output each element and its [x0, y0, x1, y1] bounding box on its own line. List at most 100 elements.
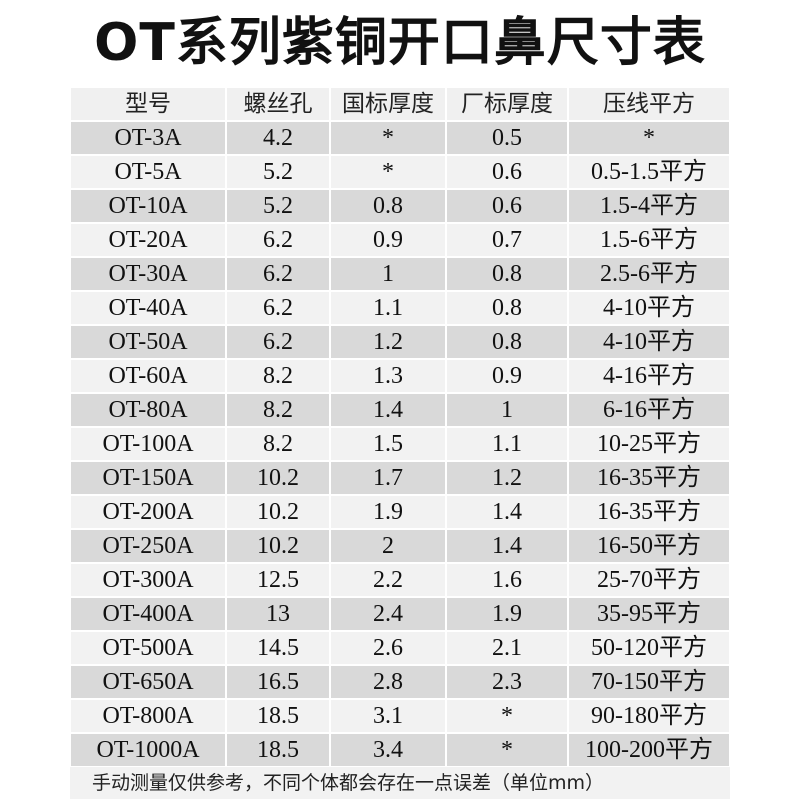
cell-factory-thickness: 0.5 [446, 121, 568, 155]
cell-wire-size: 4-10平方 [568, 291, 730, 325]
cell-wire-size: 6-16平方 [568, 393, 730, 427]
cell-wire-size: 50-120平方 [568, 631, 730, 665]
cell-model: OT-40A [70, 291, 226, 325]
cell-model: OT-20A [70, 223, 226, 257]
cell-wire-size: 1.5-6平方 [568, 223, 730, 257]
cell-model: OT-5A [70, 155, 226, 189]
cell-factory-thickness: 0.8 [446, 291, 568, 325]
cell-model: OT-250A [70, 529, 226, 563]
cell-national-thickness: 0.8 [330, 189, 446, 223]
cell-wire-size: 10-25平方 [568, 427, 730, 461]
cell-wire-size: 4-16平方 [568, 359, 730, 393]
cell-national-thickness: 2.8 [330, 665, 446, 699]
cell-wire-size: 35-95平方 [568, 597, 730, 631]
cell-wire-size: * [568, 121, 730, 155]
cell-model: OT-500A [70, 631, 226, 665]
cell-screw-hole: 14.5 [226, 631, 330, 665]
cell-screw-hole: 12.5 [226, 563, 330, 597]
cell-screw-hole: 5.2 [226, 189, 330, 223]
cell-screw-hole: 10.2 [226, 495, 330, 529]
cell-model: OT-60A [70, 359, 226, 393]
cell-factory-thickness: 1.9 [446, 597, 568, 631]
cell-national-thickness: 2.2 [330, 563, 446, 597]
cell-wire-size: 4-10平方 [568, 325, 730, 359]
cell-national-thickness: 2.4 [330, 597, 446, 631]
cell-factory-thickness: 2.1 [446, 631, 568, 665]
cell-national-thickness: 1.4 [330, 393, 446, 427]
cell-factory-thickness: 1.2 [446, 461, 568, 495]
page-title: OT系列紫铜开口鼻尺寸表 [94, 13, 706, 73]
cell-factory-thickness: 0.6 [446, 155, 568, 189]
cell-screw-hole: 18.5 [226, 699, 330, 733]
cell-wire-size: 16-35平方 [568, 461, 730, 495]
cell-screw-hole: 10.2 [226, 461, 330, 495]
cell-factory-thickness: 1.6 [446, 563, 568, 597]
column-header-factory-thickness: 厂标厚度 [446, 87, 568, 121]
cell-national-thickness: 1.3 [330, 359, 446, 393]
cell-national-thickness: * [330, 121, 446, 155]
cell-wire-size: 25-70平方 [568, 563, 730, 597]
cell-model: OT-3A [70, 121, 226, 155]
cell-wire-size: 0.5-1.5平方 [568, 155, 730, 189]
cell-national-thickness: 3.1 [330, 699, 446, 733]
cell-factory-thickness: 0.8 [446, 325, 568, 359]
cell-screw-hole: 6.2 [226, 291, 330, 325]
cell-model: OT-100A [70, 427, 226, 461]
cell-factory-thickness: 0.9 [446, 359, 568, 393]
cell-model: OT-1000A [70, 733, 226, 767]
cell-national-thickness: 1.5 [330, 427, 446, 461]
cell-screw-hole: 4.2 [226, 121, 330, 155]
cell-screw-hole: 10.2 [226, 529, 330, 563]
cell-factory-thickness: 0.6 [446, 189, 568, 223]
cell-national-thickness: 2.6 [330, 631, 446, 665]
cell-model: OT-10A [70, 189, 226, 223]
cell-wire-size: 1.5-4平方 [568, 189, 730, 223]
cell-screw-hole: 8.2 [226, 359, 330, 393]
cell-screw-hole: 18.5 [226, 733, 330, 767]
cell-national-thickness: 3.4 [330, 733, 446, 767]
cell-factory-thickness: 1.1 [446, 427, 568, 461]
cell-model: OT-400A [70, 597, 226, 631]
cell-national-thickness: 2 [330, 529, 446, 563]
cell-factory-thickness: 1.4 [446, 529, 568, 563]
cell-factory-thickness: 2.3 [446, 665, 568, 699]
cell-model: OT-300A [70, 563, 226, 597]
cell-model: OT-150A [70, 461, 226, 495]
column-header-national-thickness: 国标厚度 [330, 87, 446, 121]
cell-screw-hole: 13 [226, 597, 330, 631]
cell-national-thickness: 1.9 [330, 495, 446, 529]
cell-model: OT-200A [70, 495, 226, 529]
cell-factory-thickness: * [446, 699, 568, 733]
cell-wire-size: 70-150平方 [568, 665, 730, 699]
cell-national-thickness: 1.1 [330, 291, 446, 325]
cell-national-thickness: * [330, 155, 446, 189]
cell-wire-size: 16-50平方 [568, 529, 730, 563]
column-header-model: 型号 [70, 87, 226, 121]
cell-model: OT-50A [70, 325, 226, 359]
cell-factory-thickness: 1.4 [446, 495, 568, 529]
cell-factory-thickness: 0.7 [446, 223, 568, 257]
cell-model: OT-80A [70, 393, 226, 427]
cell-factory-thickness: 0.8 [446, 257, 568, 291]
cell-wire-size: 16-35平方 [568, 495, 730, 529]
cell-model: OT-30A [70, 257, 226, 291]
footer-note: 手动测量仅供参考，不同个体都会存在一点误差（单位mm） [70, 767, 730, 799]
cell-factory-thickness: * [446, 733, 568, 767]
cell-screw-hole: 16.5 [226, 665, 330, 699]
cell-factory-thickness: 1 [446, 393, 568, 427]
cell-screw-hole: 6.2 [226, 325, 330, 359]
size-table: 型号 螺丝孔 国标厚度 厂标厚度 压线平方 OT-3A 4.2 * 0.5 * OT-5A 5.2 * 0… [70, 87, 730, 767]
cell-wire-size: 90-180平方 [568, 699, 730, 733]
cell-screw-hole: 6.2 [226, 223, 330, 257]
cell-wire-size: 2.5-6平方 [568, 257, 730, 291]
cell-national-thickness: 1.7 [330, 461, 446, 495]
cell-screw-hole: 6.2 [226, 257, 330, 291]
cell-screw-hole: 8.2 [226, 393, 330, 427]
cell-national-thickness: 1 [330, 257, 446, 291]
cell-model: OT-650A [70, 665, 226, 699]
cell-national-thickness: 0.9 [330, 223, 446, 257]
column-header-wire-size: 压线平方 [568, 87, 730, 121]
column-header-screw-hole: 螺丝孔 [226, 87, 330, 121]
cell-screw-hole: 5.2 [226, 155, 330, 189]
